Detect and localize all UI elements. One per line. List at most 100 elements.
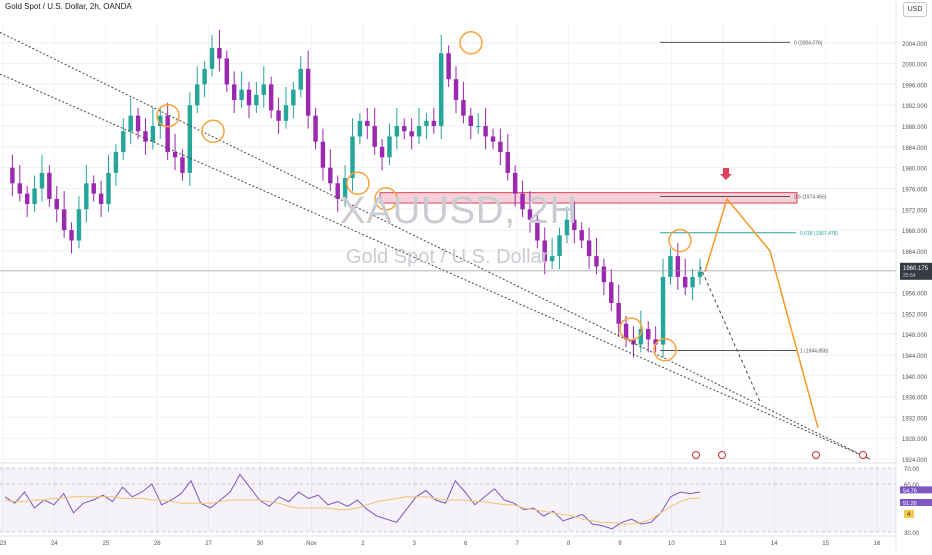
projection-path [704,197,819,428]
candle-body [416,126,422,137]
rsi-value-badge [900,486,932,494]
price-tick-label: 1932.000 [902,416,928,422]
time-tick-label: 2 [361,541,365,547]
candle-body [594,256,599,267]
rsi-badge-label: 4 [907,512,911,518]
time-tick-label: 23 [0,541,7,547]
candle-body [468,115,474,127]
candle-body [490,136,496,142]
down-arrow-icon [720,168,732,180]
price-tick-label: 1956.000 [902,292,928,298]
price-tick-label: 1940.000 [902,375,928,381]
candle-body [402,126,407,132]
swing-point-circle [374,187,398,211]
candle-body [564,219,570,236]
candle-body [697,271,703,277]
candle-body [409,131,414,137]
candle-body [365,120,370,127]
candle-body [261,84,266,95]
candle-body [542,240,547,262]
candle-body [187,105,193,173]
rsi-tick-label: 70.00 [904,467,920,473]
price-tick-label: 1980.000 [902,167,928,173]
time-tick-label: 30 [257,541,264,547]
candle-body [483,126,488,137]
countdown-label: 25:54 [903,273,916,279]
candle-body [579,230,584,241]
rsi-tick-label: 30.00 [904,531,920,537]
currency-button[interactable]: USD [903,2,927,17]
time-tick-label: 14 [771,541,778,547]
candle-body [623,323,629,340]
time-tick-label: 6 [464,541,468,547]
candle-body [231,84,237,101]
candle-body [113,152,119,173]
candle-body [616,302,621,324]
price-tick-label: 1972.000 [902,208,928,214]
candle-body [520,193,525,210]
candle-body [91,183,96,194]
candle-body [660,276,666,345]
candle-body [690,276,695,288]
candle-body [446,53,451,80]
swing-point-circle [156,103,180,128]
time-tick-label: 3 [413,541,417,547]
time-tick-label: 15 [822,541,829,547]
candle-body [135,115,141,132]
candle-body [631,339,636,345]
candle-body [165,115,170,153]
fib-level-label: 0.5 (1974.466) [794,194,827,200]
candle-body [268,84,274,111]
fib-level-label: 0 (2004.076) [794,40,823,46]
candle-body [32,188,37,205]
price-tick-label: 1984.000 [902,146,928,152]
watermark-description: Gold Spot / U.S. Dollar [346,246,549,268]
candle-body [298,68,303,90]
candle-body [549,256,555,262]
price-tick-label: 2000.000 [902,63,928,69]
time-tick-label: 25 [102,541,109,547]
candle-body [121,131,126,153]
candle-body [276,110,281,121]
economic-event-icon [692,451,700,459]
candle-body [453,79,459,101]
supply-zone [379,192,798,204]
candle-body [675,256,681,277]
economic-event-icon [812,451,820,459]
candle-body [76,209,82,241]
price-tick-label: 1968.000 [902,229,928,235]
candle-body [535,219,540,241]
candle-body [202,68,207,85]
current-price-badge [900,262,932,280]
swing-point-circle [653,338,677,362]
candle-body [305,68,311,116]
candle-body [439,53,444,127]
candle-body [527,209,533,220]
candle-body [128,115,133,132]
lower-trendline [0,73,871,460]
rsi-ma-value-label: 51.26 [903,501,917,507]
swing-point-circle [346,171,370,196]
candle-body [424,120,429,127]
candle-body [682,276,688,288]
rsi-ma-badge [900,498,932,506]
candle-body [475,126,481,128]
candle-body [150,126,156,142]
economic-event-icon [859,451,867,459]
price-tick-label: 1924.000 [902,458,928,464]
price-tick-label: 1944.000 [902,354,928,360]
candle-body [47,172,52,199]
rsi-badge [904,510,914,518]
candle-body [69,230,74,241]
fib-level-label: 1 (1944.856) [800,348,829,354]
candle-body [342,178,348,199]
candle-body [328,167,333,184]
swing-point-circle [619,317,643,341]
candle-body [557,235,562,257]
candle-body [431,120,437,127]
price-tick-label: 2004.000 [902,42,928,48]
candle-body [461,100,466,116]
price-tick-label: 1996.000 [902,83,928,89]
